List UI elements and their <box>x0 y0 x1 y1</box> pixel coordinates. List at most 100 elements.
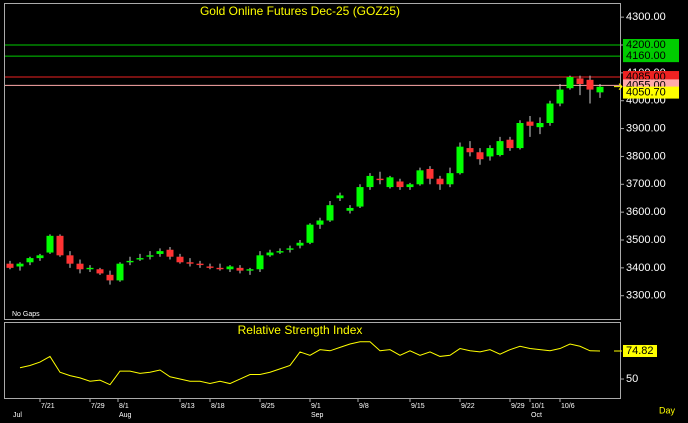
candle-body <box>396 181 404 188</box>
candle-body <box>146 255 154 257</box>
chart-title: Gold Online Futures Dec-25 (GOZ25) <box>200 4 400 18</box>
candle-body <box>26 258 34 263</box>
candle-body <box>76 263 84 270</box>
candle-body <box>416 170 424 185</box>
candle-body <box>286 248 294 250</box>
candle-body <box>6 263 14 268</box>
y-tick-label: 50 <box>626 373 638 385</box>
candle-body <box>206 266 214 268</box>
candle-body <box>386 177 394 188</box>
candle-body <box>56 235 64 256</box>
candle-body <box>136 258 144 260</box>
x-tick-label: 9/1 <box>311 403 321 410</box>
candle-body <box>306 224 314 243</box>
rsi-line <box>19 341 601 386</box>
y-tick-label: 3600.00 <box>626 206 666 218</box>
x-tick-label: 10/6 <box>561 403 575 410</box>
candle-body <box>156 251 164 254</box>
candle-body <box>46 235 54 253</box>
candle-body <box>346 207 354 211</box>
candle-body <box>256 255 264 270</box>
candle-body <box>566 77 574 89</box>
y-tick-label: 3500.00 <box>626 234 666 246</box>
level-label-bg <box>623 50 679 63</box>
candle-body <box>376 178 384 181</box>
last-label-bg <box>623 86 679 99</box>
candle-body <box>406 184 414 188</box>
candle-body <box>276 251 284 253</box>
candle-body <box>536 123 544 128</box>
candle-body <box>446 173 454 185</box>
candle-body <box>106 274 114 281</box>
candle-body <box>496 141 504 156</box>
month-label: Jul <box>13 412 22 419</box>
candle-body <box>96 269 104 274</box>
x-tick-label: 9/29 <box>511 403 525 410</box>
candle-body <box>336 195 344 199</box>
price-panel <box>4 3 621 320</box>
x-axis-label: Day <box>659 405 676 415</box>
candle-body <box>546 103 554 123</box>
note: No Gaps <box>12 311 40 318</box>
candle-body <box>16 263 24 267</box>
candle-body <box>556 89 564 104</box>
candle-body <box>176 256 184 263</box>
candle-body <box>166 249 174 257</box>
x-tick-label: 10/1 <box>531 403 545 410</box>
candle-body <box>466 148 474 153</box>
rsi-title: Relative Strength Index <box>238 323 363 337</box>
x-tick-label: 8/1 <box>119 403 129 410</box>
candle-body <box>216 267 224 270</box>
last-arrow <box>614 83 623 90</box>
x-tick-label: 7/29 <box>91 403 105 410</box>
y-tick-label: 3800.00 <box>626 150 666 162</box>
month-label: Oct <box>531 412 542 419</box>
x-tick-label: 8/25 <box>261 403 275 410</box>
x-tick-label: 9/15 <box>411 403 425 410</box>
candle-body <box>576 78 584 84</box>
candle-body <box>116 263 124 281</box>
candle-body <box>326 205 334 221</box>
last-label: 4050.70 <box>626 86 666 98</box>
candle-body <box>426 168 434 179</box>
candle-body <box>186 262 194 264</box>
candle-body <box>296 242 304 246</box>
candle-body <box>66 255 74 264</box>
y-tick-label: 3300.00 <box>626 290 666 302</box>
candle-body <box>366 175 374 188</box>
candle-body <box>596 86 604 93</box>
candle-body <box>86 267 94 270</box>
candle-body <box>506 139 514 149</box>
candle-body <box>226 266 234 270</box>
candle-body <box>456 146 464 174</box>
y-tick-label: 3700.00 <box>626 178 666 190</box>
candle-body <box>316 220 324 225</box>
rsi-last-label: 74.82 <box>626 345 654 357</box>
y-tick-label: 3400.00 <box>626 262 666 274</box>
candle-body <box>526 121 534 126</box>
candle-body <box>436 178 444 185</box>
x-tick-label: 8/18 <box>211 403 225 410</box>
x-tick-label: 9/22 <box>461 403 475 410</box>
rsi-panel <box>4 322 621 399</box>
level-label: 4160.00 <box>626 50 666 62</box>
candle-body <box>36 255 44 259</box>
x-tick-label: 8/13 <box>181 403 195 410</box>
x-tick-label: 7/21 <box>41 403 55 410</box>
x-tick-label: 9/8 <box>359 403 369 410</box>
rsi-label-bg <box>623 344 657 357</box>
candle-body <box>476 152 484 160</box>
candle-body <box>196 263 204 266</box>
y-tick-label: 4300.00 <box>626 11 666 23</box>
candle-body <box>486 148 494 157</box>
candle-body <box>356 187 364 207</box>
candle-body <box>516 123 524 149</box>
candle-body <box>586 79 594 90</box>
month-label: Aug <box>119 412 132 419</box>
level-label-bg <box>623 39 679 51</box>
candle-body <box>266 252 274 256</box>
y-tick-label: 3900.00 <box>626 122 666 134</box>
candle-body <box>236 267 244 271</box>
